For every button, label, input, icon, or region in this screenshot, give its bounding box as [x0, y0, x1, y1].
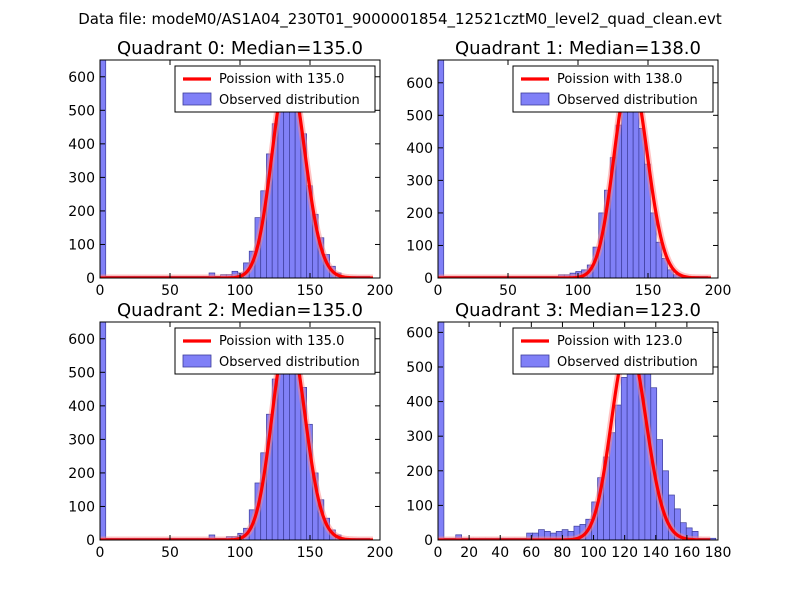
histogram-bar [100, 60, 107, 278]
x-tick-label: 140 [642, 545, 669, 561]
histogram-bar [100, 322, 107, 540]
x-tick-label: 50 [499, 283, 517, 299]
x-tick-label: 160 [674, 545, 701, 561]
y-tick-label: 100 [406, 238, 433, 254]
histogram-bar [620, 377, 628, 540]
x-tick-label: 80 [554, 545, 572, 561]
y-tick-label: 0 [86, 533, 95, 549]
x-tick-label: 0 [434, 283, 443, 299]
plot-area [100, 60, 373, 278]
histogram-bar [614, 404, 622, 540]
legend-hist-label: Observed distribution [219, 355, 360, 370]
y-tick-label: 600 [406, 76, 433, 92]
y-tick-label: 300 [68, 170, 95, 186]
histogram-bar [632, 95, 640, 278]
y-tick-label: 200 [68, 204, 95, 220]
poisson-curve [100, 330, 373, 540]
legend-hist-swatch [520, 92, 550, 106]
legend: Poission with 138.0 Observed distribution [512, 65, 714, 113]
x-tick-label: 20 [460, 545, 478, 561]
x-tick-label: 180 [705, 545, 732, 561]
histogram-bar [438, 322, 445, 540]
x-tick-label: 50 [161, 545, 179, 561]
legend: Poission with 135.0 Observed distribution [174, 327, 376, 375]
x-tick-label: 100 [227, 283, 254, 299]
y-tick-label: 0 [86, 271, 95, 287]
y-tick-label: 400 [68, 137, 95, 153]
poisson-curve [438, 341, 711, 540]
y-tick-label: 600 [68, 70, 95, 86]
x-tick-label: 150 [297, 283, 324, 299]
histogram-bar [289, 96, 296, 278]
legend-hist-swatch [520, 354, 550, 368]
legend-hist-swatch [182, 354, 212, 368]
chart-panel-2: 0 50 100 150 200 0 100 200 300 400 500 600 Quadrant … [68, 300, 393, 561]
x-tick-label: 150 [635, 283, 662, 299]
y-tick-label: 100 [406, 498, 433, 514]
panel-title: Quadrant 1: Median=138.0 [455, 38, 701, 59]
chart-panel-1: 0 50 100 150 200 0 100 200 300 400 500 600 Quadrant … [406, 38, 731, 299]
x-tick-label: 0 [96, 283, 105, 299]
y-tick-label: 500 [406, 360, 433, 376]
y-tick-label: 500 [68, 103, 95, 119]
y-tick-label: 300 [406, 429, 433, 445]
y-tick-label: 100 [68, 499, 95, 515]
x-tick-label: 150 [297, 545, 324, 561]
x-tick-label: 100 [580, 545, 607, 561]
y-tick-label: 300 [406, 173, 433, 189]
histogram-bar [438, 60, 445, 278]
y-tick-label: 600 [68, 332, 95, 348]
y-tick-label: 500 [68, 365, 95, 381]
x-tick-label: 0 [96, 545, 105, 561]
legend-hist-label: Observed distribution [557, 355, 698, 370]
legend-hist-label: Observed distribution [219, 93, 360, 108]
x-tick-label: 200 [367, 283, 394, 299]
y-tick-label: 200 [68, 466, 95, 482]
y-tick-label: 0 [424, 533, 433, 549]
y-tick-label: 200 [406, 206, 433, 222]
y-tick-label: 400 [406, 395, 433, 411]
x-tick-label: 0 [434, 545, 443, 561]
legend: Poission with 135.0 Observed distribution [174, 65, 376, 113]
y-tick-label: 100 [68, 237, 95, 253]
y-tick-label: 0 [424, 271, 433, 287]
x-tick-label: 100 [565, 283, 592, 299]
x-tick-label: 120 [611, 545, 638, 561]
y-tick-label: 400 [406, 141, 433, 157]
figure-title: Data file: modeM0/AS1A04_230T01_90000018… [78, 10, 722, 29]
x-tick-label: 40 [491, 545, 509, 561]
x-tick-label: 100 [227, 545, 254, 561]
y-tick-label: 600 [406, 325, 433, 341]
legend-hist-swatch [182, 92, 212, 106]
x-tick-label: 200 [367, 545, 394, 561]
legend-curve-label: Poission with 135.0 [219, 72, 344, 87]
y-tick-label: 300 [68, 432, 95, 448]
axes-frame [437, 321, 719, 541]
y-tick-label: 500 [406, 108, 433, 124]
legend-curve-label: Poission with 123.0 [557, 334, 682, 349]
y-tick-label: 400 [68, 399, 95, 415]
panel-title: Quadrant 3: Median=123.0 [455, 300, 701, 321]
y-tick-label: 200 [406, 464, 433, 480]
legend-curve-label: Poission with 135.0 [219, 334, 344, 349]
x-tick-label: 60 [522, 545, 540, 561]
panel-title: Quadrant 0: Median=135.0 [117, 38, 363, 59]
x-tick-label: 200 [705, 283, 732, 299]
chart-panel-3: 0 20 40 60 80 100 120 140 160 1800100200300400500… [406, 300, 731, 561]
chart-panel-0: 0 50 100 150 200 0 100 200 300 400 500 600 Quadrant … [68, 38, 393, 299]
plot-area [100, 322, 373, 540]
x-tick-label: 50 [161, 283, 179, 299]
legend: Poission with 123.0 Observed distribution [512, 327, 714, 375]
poisson-curve [100, 68, 373, 278]
panel-title: Quadrant 2: Median=135.0 [117, 300, 363, 321]
legend-curve-label: Poission with 138.0 [557, 72, 682, 87]
legend-hist-label: Observed distribution [557, 93, 698, 108]
histogram-bar [283, 345, 290, 540]
